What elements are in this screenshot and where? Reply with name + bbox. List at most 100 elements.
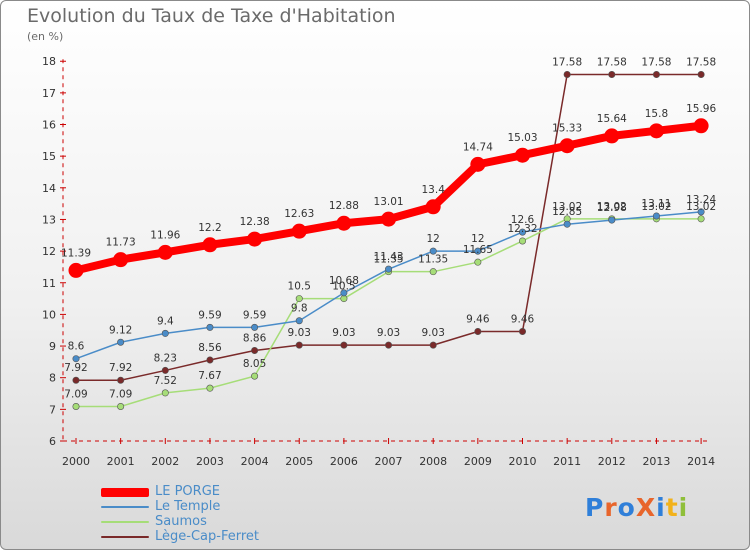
data-label: 11.35 xyxy=(374,254,404,266)
data-label: 8.6 xyxy=(68,341,85,353)
data-point-s3-11 xyxy=(563,70,571,78)
data-label: 7.09 xyxy=(64,389,87,401)
data-point-s0-2 xyxy=(157,244,173,260)
data-label: 8.56 xyxy=(198,342,222,354)
data-label: 7.92 xyxy=(64,362,87,374)
logo-letter: o xyxy=(617,493,636,522)
data-point-s1-4 xyxy=(251,323,259,331)
legend-label-saumos: Saumos xyxy=(155,514,207,529)
x-tick-label: 2002 xyxy=(151,455,179,468)
data-point-s2-3 xyxy=(206,384,214,392)
data-point-s2-10 xyxy=(518,237,526,245)
data-point-s2-9 xyxy=(474,258,482,266)
data-label: 13.02 xyxy=(597,201,627,213)
data-point-s3-0 xyxy=(72,376,80,384)
data-label: 7.09 xyxy=(109,389,132,401)
x-tick-label: 2007 xyxy=(375,455,403,468)
y-tick-label: 8 xyxy=(49,372,56,385)
data-point-s0-13 xyxy=(648,123,664,139)
data-label: 9.03 xyxy=(377,327,400,339)
x-tick-label: 2003 xyxy=(196,455,224,468)
data-point-s0-5 xyxy=(291,223,307,239)
data-point-s1-9 xyxy=(474,247,482,255)
y-tick-label: 13 xyxy=(42,213,56,226)
logo-letter: X xyxy=(635,493,657,522)
x-tick-label: 2008 xyxy=(419,455,447,468)
data-point-s3-3 xyxy=(206,356,214,364)
data-point-s1-11 xyxy=(563,220,571,228)
data-point-s3-14 xyxy=(697,70,705,78)
y-tick-label: 14 xyxy=(42,182,56,195)
data-point-s1-8 xyxy=(429,247,437,255)
legend-label-le-porge: LE PORGE xyxy=(155,484,220,499)
data-point-s0-11 xyxy=(559,138,575,154)
data-label: 9.46 xyxy=(466,313,490,325)
data-label: 11.35 xyxy=(418,254,448,266)
data-label: 12.2 xyxy=(198,222,221,234)
logo-letter: i xyxy=(656,493,666,522)
data-point-s1-0 xyxy=(72,355,80,363)
data-label: 13.02 xyxy=(552,201,582,213)
data-label: 12.85 xyxy=(552,206,582,218)
data-label: 8.05 xyxy=(243,358,266,370)
data-label: 17.58 xyxy=(597,56,627,68)
data-label: 12 xyxy=(471,233,484,245)
data-point-s2-2 xyxy=(161,389,169,397)
data-point-s1-3 xyxy=(206,323,214,331)
x-tick-label: 2013 xyxy=(642,455,670,468)
data-label: 11.96 xyxy=(150,229,180,241)
data-label: 15.33 xyxy=(552,123,582,135)
data-label: 13.02 xyxy=(686,201,716,213)
data-point-s3-6 xyxy=(340,341,348,349)
data-label: 9.03 xyxy=(288,327,311,339)
data-label: 12 xyxy=(427,233,440,245)
data-label: 12.98 xyxy=(597,202,627,214)
data-label: 13.4 xyxy=(422,184,446,196)
y-tick-label: 18 xyxy=(42,55,56,68)
x-tick-label: 2011 xyxy=(553,455,581,468)
data-label: 17.58 xyxy=(641,56,671,68)
data-label: 12.88 xyxy=(329,200,359,212)
y-tick-label: 9 xyxy=(49,340,56,353)
data-point-s3-7 xyxy=(385,341,393,349)
x-tick-label: 2006 xyxy=(330,455,358,468)
logo-letter: r xyxy=(604,493,618,522)
data-point-s3-9 xyxy=(474,327,482,335)
y-tick-label: 10 xyxy=(42,308,56,321)
data-point-s1-5 xyxy=(295,317,303,325)
x-tick-label: 2009 xyxy=(464,455,492,468)
data-point-s1-1 xyxy=(117,338,125,346)
data-point-s3-13 xyxy=(652,70,660,78)
legend-label-le-temple: Le Temple xyxy=(155,499,221,514)
y-tick-label: 15 xyxy=(42,150,56,163)
data-label: 9.03 xyxy=(422,327,445,339)
data-label: 9.59 xyxy=(243,309,266,321)
data-label: 13.24 xyxy=(686,194,716,206)
data-label: 11.65 xyxy=(463,244,493,256)
data-point-s3-12 xyxy=(608,70,616,78)
data-label: 12.63 xyxy=(284,208,314,220)
data-label: 11.39 xyxy=(61,247,91,259)
data-label: 8.86 xyxy=(243,332,267,344)
logo-letter: P xyxy=(585,493,605,522)
data-label: 10.68 xyxy=(329,275,359,287)
data-label: 15.64 xyxy=(597,113,627,125)
y-tick-label: 16 xyxy=(42,119,56,132)
y-tick-label: 12 xyxy=(42,245,56,258)
data-label: 13.11 xyxy=(641,198,671,210)
legend-swatch-lege-cap-ferret xyxy=(101,536,149,538)
x-tick-label: 2014 xyxy=(687,455,715,468)
data-point-s0-9 xyxy=(470,156,486,172)
data-point-s1-6 xyxy=(340,289,348,297)
data-point-s2-5 xyxy=(295,295,303,303)
data-label: 13.02 xyxy=(641,201,671,213)
data-point-s0-7 xyxy=(381,211,397,227)
data-label: 15.8 xyxy=(645,108,668,120)
data-label: 7.52 xyxy=(154,375,177,387)
y-tick-label: 11 xyxy=(42,277,56,290)
data-point-s2-0 xyxy=(72,403,80,411)
data-point-s0-8 xyxy=(425,199,441,215)
logo-letter: t xyxy=(665,493,679,522)
data-point-s3-1 xyxy=(117,376,125,384)
